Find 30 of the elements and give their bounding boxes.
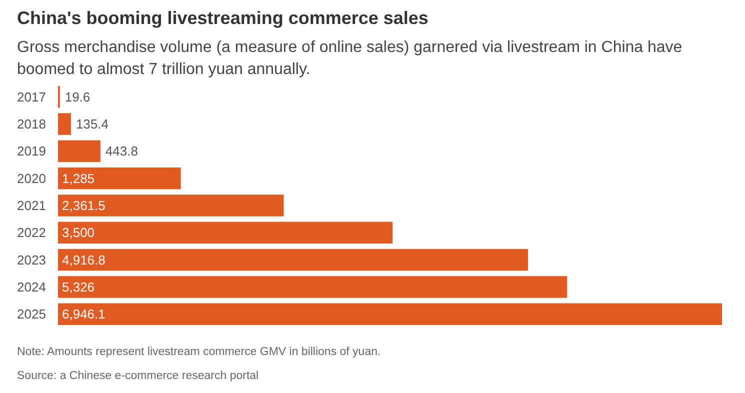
y-tick-label: 2023: [17, 252, 46, 268]
data-label: 135.4: [76, 116, 108, 132]
y-tick-label: 2021: [17, 198, 46, 214]
chart-title: China's booming livestreaming commerce sales: [17, 8, 428, 28]
bar: [58, 113, 71, 135]
bar: [58, 140, 100, 162]
data-label: 443.8: [105, 144, 138, 159]
y-tick-label: 2018: [17, 116, 46, 132]
y-tick-label: 2020: [17, 170, 46, 186]
y-tick-label: 2017: [17, 89, 46, 104]
y-tick-label: 2019: [17, 144, 46, 159]
y-tick-label: 2022: [17, 225, 46, 240]
data-label: 3,500: [62, 225, 95, 240]
y-tick-label: 2024: [17, 280, 46, 295]
bar: [58, 276, 568, 298]
chart-subtitle: Gross merchandise volume (a measure of online sales) garnered via livestream in China have boomed to almost 7 trillion yuan annually.: [17, 39, 682, 78]
data-label: 6,946.1: [62, 306, 106, 322]
y-tick-label: 2025: [17, 306, 46, 322]
data-label: 4,916.8: [62, 252, 106, 268]
data-label: 1,285: [62, 170, 95, 186]
data-label: 19.6: [64, 89, 90, 104]
data-label: 2,361.5: [62, 198, 106, 214]
bar: [58, 248, 528, 271]
bar: [58, 222, 393, 244]
bar: [58, 194, 284, 216]
data-label: 5,326: [62, 280, 95, 295]
bar: [58, 167, 181, 190]
text: Note: Amounts represent livestream commerce GMV in billions of yuan.: [17, 346, 381, 358]
source-note: Source: a Chinese e-commerce research portal: [17, 370, 259, 382]
bar: [58, 303, 722, 325]
